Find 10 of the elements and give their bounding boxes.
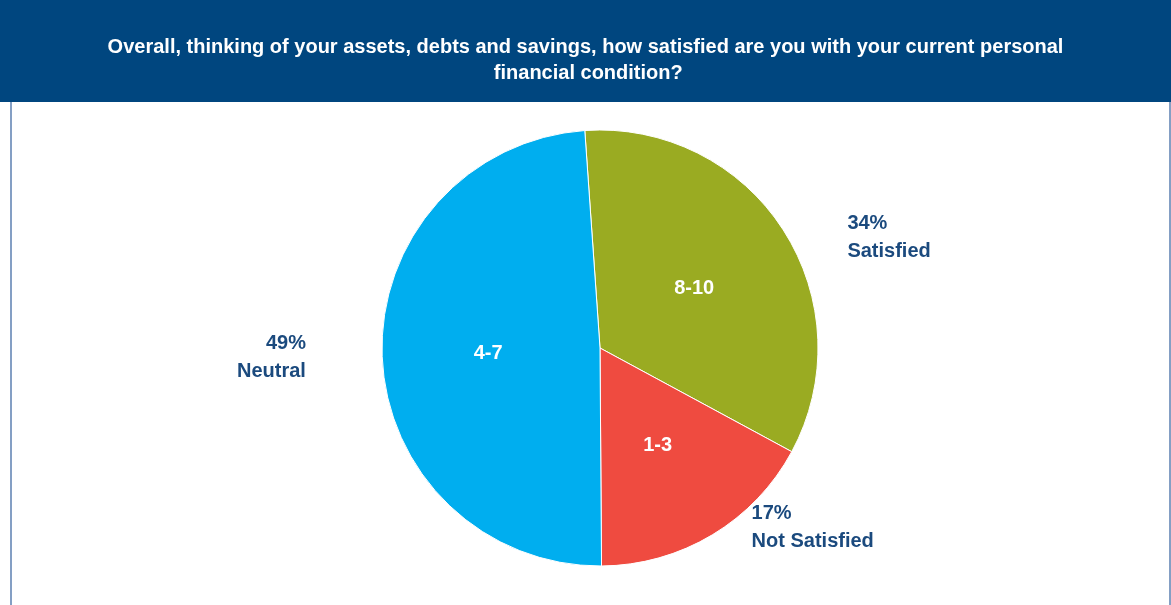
chart-title: Overall, thinking of your assets, debts and savings, how satisfied are you with your current personal financial condition? bbox=[107, 35, 1064, 83]
slice-label: 4-7 bbox=[473, 341, 503, 364]
text: Neutral bbox=[237, 358, 306, 381]
text: Not Satisfied bbox=[751, 528, 874, 551]
data-label: 49% bbox=[265, 330, 307, 353]
text: Satisfied bbox=[847, 238, 931, 261]
slice-label: 8-10 bbox=[674, 276, 715, 299]
data-label: 17% bbox=[751, 500, 792, 523]
data-label: 34% bbox=[847, 210, 888, 233]
slice-label: 1-3 bbox=[643, 433, 673, 455]
